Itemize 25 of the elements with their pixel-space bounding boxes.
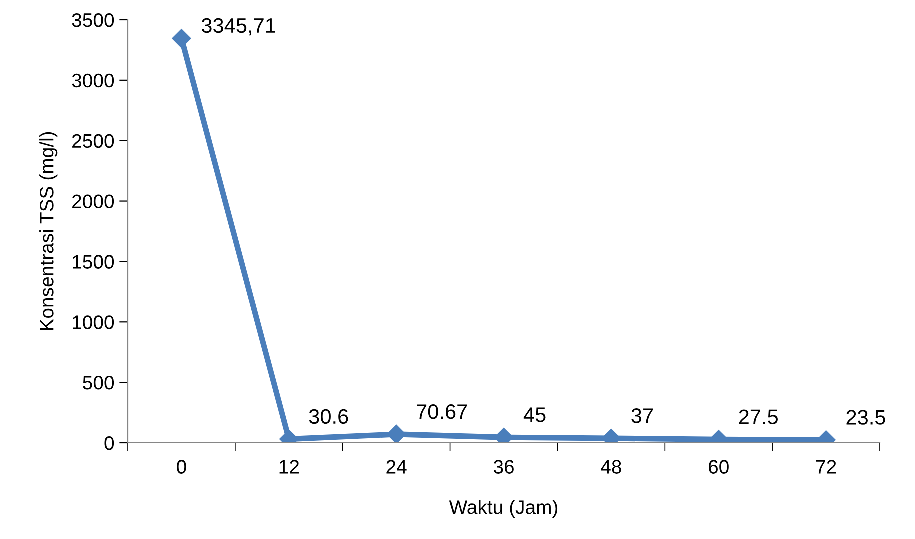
x-tick-label: 72: [816, 460, 836, 474]
y-tick-label: 2000: [72, 194, 114, 209]
y-axis-title: Konsentrasi TSS (mg/l): [40, 132, 58, 330]
x-axis-title: Waktu (Jam): [449, 500, 558, 518]
data-label: 70.67: [417, 404, 468, 420]
x-tick-label: 12: [280, 460, 299, 474]
data-label: 27.5: [739, 410, 778, 424]
y-tick-label: 1000: [73, 316, 114, 330]
data-label: 30.6: [309, 409, 348, 424]
y-tick-label: 0: [104, 436, 114, 450]
x-tick-label: 36: [494, 460, 514, 474]
point: [172, 29, 192, 48]
x-tick-label: 48: [601, 460, 622, 474]
x-tick-label: 0: [177, 460, 186, 474]
y-tick-label: 2500: [72, 134, 114, 148]
y-tick-label: 3500: [72, 13, 114, 28]
x-tick-label: 24: [386, 460, 407, 474]
data-label: 45: [524, 408, 546, 422]
data-label: 37: [632, 408, 653, 424]
y-tick-label: 500: [83, 376, 114, 390]
x-tick-label: 60: [709, 460, 729, 474]
y-tick-label: 3000: [72, 74, 114, 88]
data-label: 3345,71: [202, 18, 276, 36]
y-tick-label: 1500: [73, 255, 114, 269]
data-label: 23.5: [846, 410, 886, 425]
